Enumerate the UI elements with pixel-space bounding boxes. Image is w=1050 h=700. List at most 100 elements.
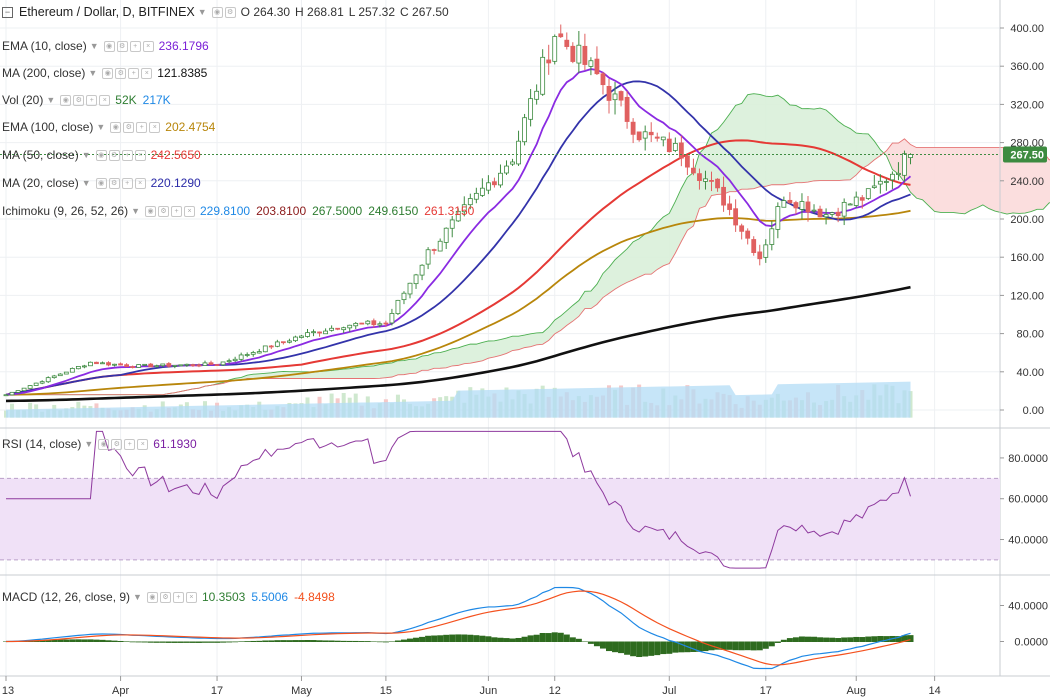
macd-histogram-bar <box>63 639 70 642</box>
indicator-name[interactable]: MA (50, close) <box>2 148 79 162</box>
macd-histogram-bar <box>280 640 287 642</box>
macd-histogram-bar <box>195 641 202 643</box>
indicator-controls[interactable]: ◉ ⚙ + × <box>145 205 195 217</box>
close-value: C 267.50 <box>400 5 449 19</box>
macd-histogram-bar <box>792 637 799 642</box>
macd-histogram-bar <box>298 640 305 642</box>
candle-body <box>624 96 630 122</box>
macd-histogram-bar <box>624 641 631 655</box>
chevron-down-icon[interactable]: ▼ <box>131 206 140 216</box>
macd-histogram-bar <box>660 641 667 655</box>
candle-body <box>208 362 214 365</box>
indicator-controls[interactable]: ◉ ⚙ + × <box>95 177 146 189</box>
chevron-down-icon[interactable]: ▼ <box>88 68 98 78</box>
macd-histogram-bar <box>87 639 94 642</box>
indicator-controls[interactable]: ◉ ⚙ + × <box>102 67 153 79</box>
macd-tick-label: 40.0000 <box>1008 601 1048 613</box>
chevron-down-icon[interactable]: ▼ <box>133 592 142 602</box>
candle <box>781 196 787 208</box>
indicator-name[interactable]: Vol (20) <box>2 93 44 107</box>
candle <box>492 177 497 188</box>
chevron-down-icon[interactable]: ▼ <box>84 439 94 449</box>
candle-body <box>781 200 787 208</box>
rsi-legend-name[interactable]: RSI (14, close) <box>2 437 82 451</box>
indicator-name[interactable]: EMA (10, close) <box>2 39 87 53</box>
macd-histogram-bar <box>419 636 426 642</box>
collapse-icon[interactable]: − <box>2 6 13 18</box>
candle <box>588 57 594 76</box>
macd-histogram-bar <box>606 641 612 652</box>
candle-body <box>329 327 335 331</box>
macd-histogram-bar <box>575 638 582 642</box>
macd-histogram-bar <box>581 641 588 642</box>
senkou-span-a <box>6 93 1050 396</box>
chevron-down-icon[interactable]: ▼ <box>197 7 207 17</box>
ma20-line <box>5 80 911 396</box>
indicator-name[interactable]: MA (20, close) <box>2 176 79 190</box>
macd-histogram-bar <box>268 640 275 642</box>
macd-histogram-bar <box>201 641 208 643</box>
chevron-down-icon[interactable]: ▼ <box>89 41 99 51</box>
candle-body <box>504 165 509 174</box>
candle-body <box>666 138 672 153</box>
macd-histogram-bar <box>334 640 341 642</box>
candle <box>805 196 811 222</box>
macd-value-2: 5.5006 <box>251 590 289 604</box>
candle <box>546 44 552 75</box>
candle <box>184 363 190 367</box>
indicator-name[interactable]: Ichimoku (9, 26, 52, 26) <box>2 204 129 218</box>
candle <box>485 175 491 195</box>
chevron-down-icon[interactable]: ▼ <box>81 178 91 188</box>
candle <box>431 248 437 255</box>
candle-body <box>371 320 377 326</box>
candle-body <box>75 366 81 370</box>
chevron-down-icon[interactable]: ▼ <box>81 150 91 160</box>
macd-histogram-bar <box>901 635 908 642</box>
candle <box>847 203 853 206</box>
candle <box>660 136 666 147</box>
indicator-value: 121.8385 <box>157 66 208 80</box>
indicator-controls[interactable]: ◉ ⚙ + × <box>103 40 154 52</box>
candle <box>154 364 160 368</box>
candle <box>81 364 87 369</box>
candle <box>3 394 9 397</box>
macd-histogram-bar <box>642 641 649 657</box>
macd-histogram-bar <box>563 634 570 642</box>
macd-histogram-bar <box>738 641 745 651</box>
series-controls[interactable]: ◉ ⚙ <box>211 6 236 18</box>
candle <box>715 178 720 192</box>
candle <box>902 150 907 182</box>
candle <box>142 363 148 366</box>
macd-legend-name[interactable]: MACD (12, 26, close, 9) <box>2 590 131 604</box>
macd-controls[interactable]: ◉ ⚙ + × <box>146 591 197 603</box>
time-tick-label: Apr <box>112 685 129 697</box>
candle-body <box>69 368 75 373</box>
macd-histogram-bar <box>865 636 872 642</box>
candle <box>353 321 359 329</box>
indicator-controls[interactable]: ◉ ⚙ + × <box>110 121 161 133</box>
indicator-controls[interactable]: ◉ ⚙ + × <box>95 149 146 161</box>
last-price-label: 267.50 <box>1010 150 1044 162</box>
candle <box>594 46 600 76</box>
candle-body <box>184 363 190 366</box>
rsi-controls[interactable]: ◉ ⚙ + × <box>98 438 149 450</box>
macd-histogram-bar <box>587 641 594 644</box>
symbol-title[interactable]: Ethereum / Dollar, D, BITFINEX <box>19 5 195 19</box>
candle <box>299 334 304 339</box>
macd-histogram-bar <box>455 634 462 642</box>
indicator-name[interactable]: EMA (100, close) <box>2 120 94 134</box>
candle <box>287 338 292 344</box>
indicator-controls[interactable]: ◉ ⚙ + × <box>60 94 111 106</box>
candle-body <box>853 196 859 206</box>
macd-histogram-bar <box>208 641 215 643</box>
candle <box>311 329 316 337</box>
rsi-tick-label: 60.0000 <box>1008 494 1048 506</box>
indicator-name[interactable]: MA (200, close) <box>2 66 86 80</box>
chevron-down-icon[interactable]: ▼ <box>96 122 106 132</box>
candle <box>94 361 99 365</box>
macd-histogram-bar <box>394 640 401 642</box>
macd-histogram-bar <box>756 641 763 651</box>
candle <box>166 362 172 368</box>
chevron-down-icon[interactable]: ▼ <box>46 95 56 105</box>
